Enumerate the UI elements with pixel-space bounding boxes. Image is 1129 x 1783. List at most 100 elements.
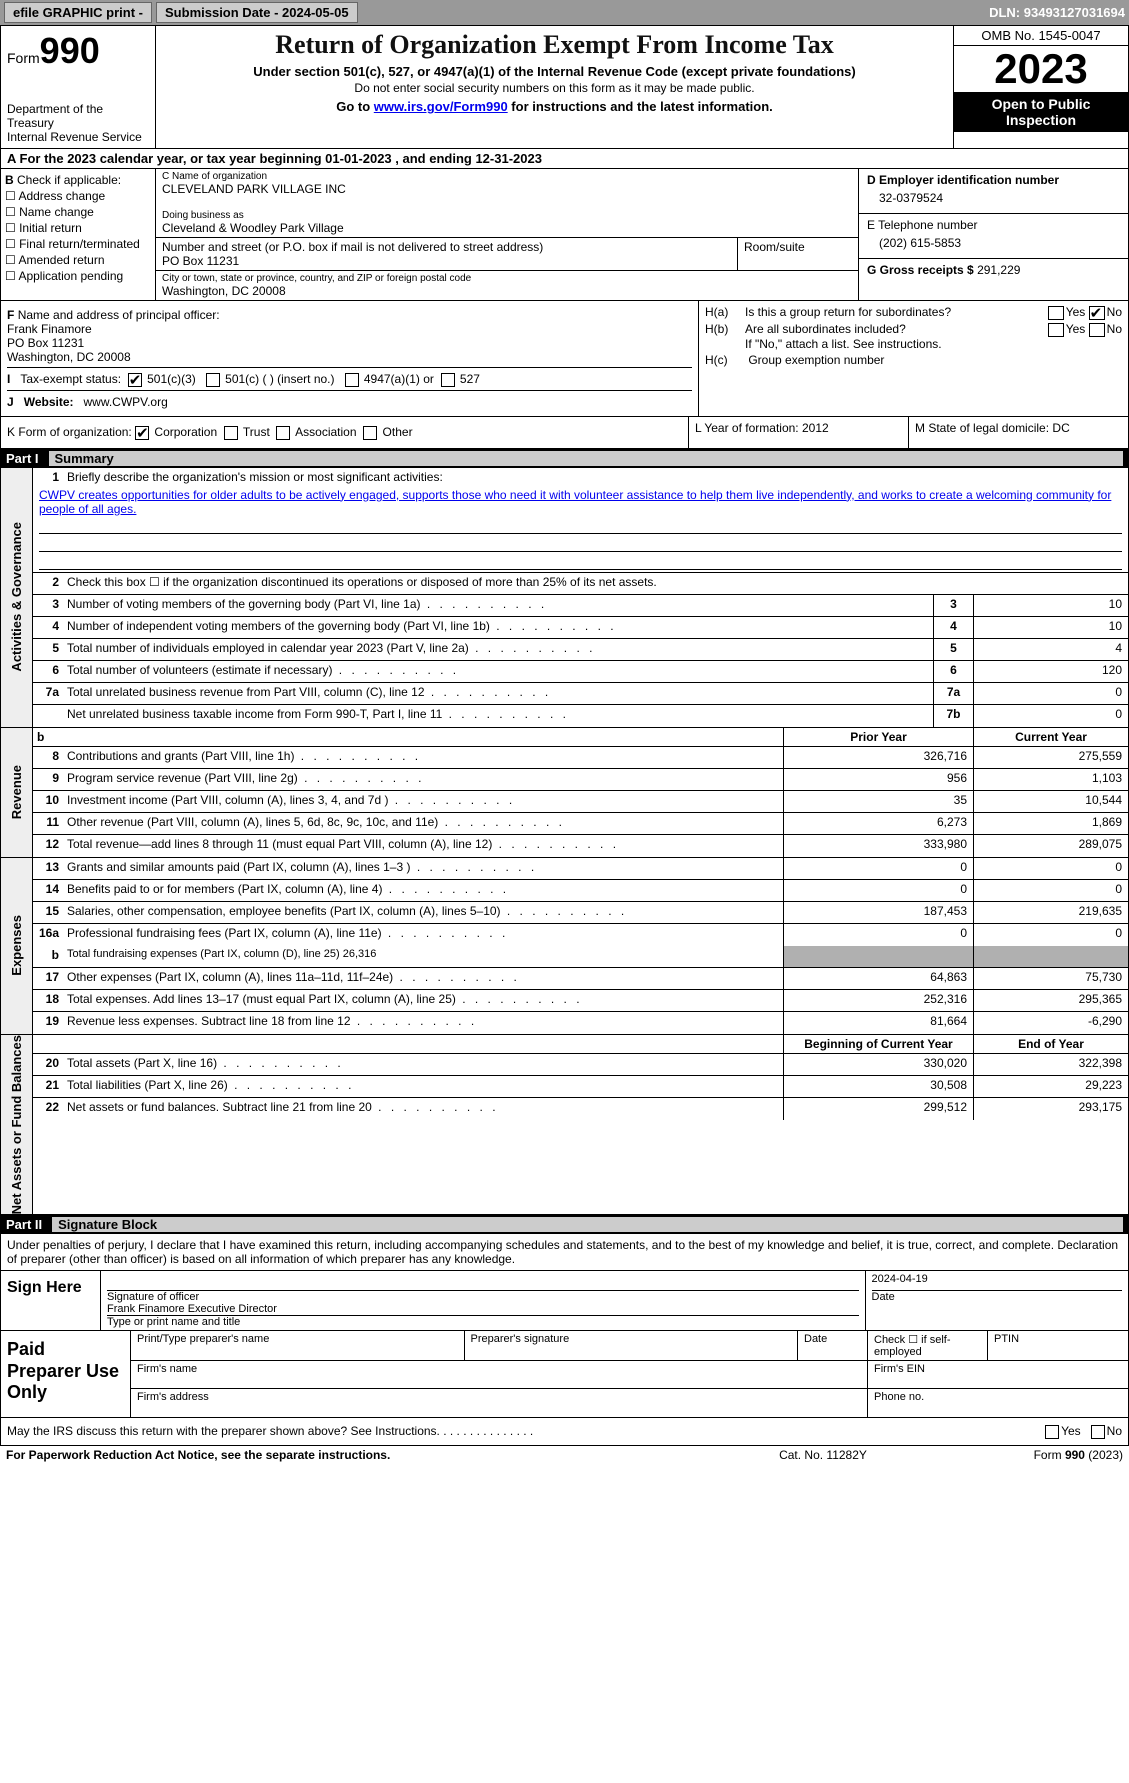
data-row: 13 Grants and similar amounts paid (Part… [33, 858, 1128, 880]
row-num: 3 [33, 595, 63, 616]
col-begin-year: Beginning of Current Year [783, 1035, 973, 1053]
room-label: Room/suite [744, 240, 852, 254]
section-revenue: Revenue b Prior Year Current Year 8 Cont… [0, 728, 1129, 858]
form-label: Form [7, 50, 40, 66]
chk-501c3[interactable] [128, 373, 142, 387]
data-row: 11 Other revenue (Part VIII, column (A),… [33, 813, 1128, 835]
row-num: 12 [33, 835, 63, 857]
row-prior-year: 0 [783, 924, 973, 946]
opt-501c3: 501(c)(3) [147, 372, 196, 386]
m-value: DC [1052, 421, 1069, 435]
ptin-label: PTIN [988, 1331, 1128, 1360]
data-row: 19 Revenue less expenses. Subtract line … [33, 1012, 1128, 1034]
preparer-date-label: Date [798, 1331, 868, 1360]
section-bcd: B Check if applicable: Address change Na… [0, 169, 1129, 301]
row-text: Professional fundraising fees (Part IX, … [63, 924, 783, 946]
row-text: Benefits paid to or for members (Part IX… [63, 880, 783, 901]
org-name: CLEVELAND PARK VILLAGE INC [162, 182, 852, 196]
tab-net-assets: Net Assets or Fund Balances [1, 1035, 33, 1214]
ein-label: D Employer identification number [867, 173, 1120, 187]
hc-text: Group exemption number [748, 353, 884, 367]
footer-cat-no: Cat. No. 11282Y [723, 1448, 923, 1462]
city-label: City or town, state or province, country… [162, 273, 852, 284]
chk-address-change[interactable]: Address change [5, 189, 151, 203]
row-current-year: -6,290 [973, 1012, 1128, 1034]
tab-governance-label: Activities & Governance [9, 522, 24, 672]
chk-name-change[interactable]: Name change [5, 205, 151, 219]
row-num: 14 [33, 880, 63, 901]
chk-hb-no[interactable] [1089, 323, 1105, 337]
row-text: Net assets or fund balances. Subtract li… [63, 1098, 783, 1120]
line16b-row: b Total fundraising expenses (Part IX, c… [33, 946, 1128, 968]
chk-501c[interactable] [206, 373, 220, 387]
chk-corporation[interactable] [135, 426, 149, 440]
chk-amended-return[interactable]: Amended return [5, 253, 151, 267]
chk-discuss-yes[interactable] [1045, 1425, 1059, 1439]
row-text: Revenue less expenses. Subtract line 18 … [63, 1012, 783, 1034]
data-row: 20 Total assets (Part X, line 16) 330,02… [33, 1054, 1128, 1076]
omb-number: OMB No. 1545-0047 [954, 26, 1128, 46]
officer-name: Frank Finamore [7, 322, 92, 336]
line1-text: Briefly describe the organization's miss… [63, 468, 1128, 486]
chk-ha-no[interactable] [1089, 306, 1105, 320]
opt-other: Other [383, 425, 413, 439]
submission-date-value: 2024-05-05 [282, 5, 349, 20]
chk-association[interactable] [276, 426, 290, 440]
row-num [33, 705, 63, 727]
c-name-label: C Name of organization [162, 171, 852, 182]
l-year-formation: L Year of formation: 2012 [688, 417, 908, 448]
row-num: 7a [33, 683, 63, 704]
header-right: OMB No. 1545-0047 2023 Open to Public In… [953, 26, 1128, 148]
chk-527[interactable] [441, 373, 455, 387]
chk-initial-return[interactable]: Initial return [5, 221, 151, 235]
goto-prefix: Go to [336, 99, 374, 114]
row-current-year: 29,223 [973, 1076, 1128, 1097]
row-num: 8 [33, 747, 63, 768]
chk-discuss-no[interactable] [1091, 1425, 1105, 1439]
officer-signature-line[interactable] [107, 1273, 859, 1291]
col-b: B Check if applicable: Address change Na… [1, 169, 156, 300]
section-fijh: F Name and address of principal officer:… [0, 301, 1129, 417]
row-box: 3 [933, 595, 973, 616]
chk-other[interactable] [363, 426, 377, 440]
c-city-cell: City or town, state or province, country… [156, 271, 858, 300]
line2-text: Check this box ☐ if the organization dis… [63, 573, 1128, 594]
row-prior-year: 252,316 [783, 990, 973, 1011]
self-employed-check[interactable]: Check ☐ if self-employed [868, 1331, 988, 1360]
form-header: Form990 Department of the Treasury Inter… [0, 25, 1129, 149]
officer-addr1: PO Box 11231 [7, 336, 84, 350]
row-value: 10 [973, 595, 1128, 616]
footer-pra-notice: For Paperwork Reduction Act Notice, see … [6, 1448, 723, 1462]
row-current-year: 10,544 [973, 791, 1128, 812]
row-current-year: 75,730 [973, 968, 1128, 989]
sig-date-value: 2024-04-19 [872, 1273, 1123, 1291]
firm-addr-label: Firm's address [131, 1389, 868, 1417]
dln-label: DLN: [989, 5, 1024, 20]
goto-suffix: for instructions and the latest informat… [508, 99, 773, 114]
chk-hb-yes[interactable] [1048, 323, 1064, 337]
irs-url-link[interactable]: www.irs.gov/Form990 [374, 99, 508, 114]
chk-final-return[interactable]: Final return/terminated [5, 237, 151, 251]
c-name-cell: C Name of organization CLEVELAND PARK VI… [156, 169, 858, 238]
row-current-year: 1,103 [973, 769, 1128, 790]
row-num: 5 [33, 639, 63, 660]
g-gross-cell: G Gross receipts $ 291,229 [859, 259, 1128, 281]
line16b-py-gray [783, 946, 973, 967]
row-text: Total expenses. Add lines 13–17 (must eq… [63, 990, 783, 1011]
col-current-year: Current Year [973, 728, 1128, 746]
firm-name-label: Firm's name [131, 1361, 868, 1388]
chk-trust[interactable] [224, 426, 238, 440]
sig-officer-label: Signature of officer [107, 1291, 859, 1303]
chk-4947[interactable] [345, 373, 359, 387]
row-prior-year: 81,664 [783, 1012, 973, 1034]
m-state-domicile: M State of legal domicile: DC [908, 417, 1128, 448]
chk-application-pending[interactable]: Application pending [5, 269, 151, 283]
submission-date-button[interactable]: Submission Date - 2024-05-05 [156, 2, 358, 23]
row-num: 6 [33, 661, 63, 682]
efile-print-button[interactable]: efile GRAPHIC print - [4, 2, 152, 23]
section-klm: K Form of organization: Corporation Trus… [0, 417, 1129, 449]
chk-ha-yes[interactable] [1048, 306, 1064, 320]
opt-corporation: Corporation [154, 425, 217, 439]
row-num: 13 [33, 858, 63, 879]
gov-row: 3 Number of voting members of the govern… [33, 595, 1128, 617]
